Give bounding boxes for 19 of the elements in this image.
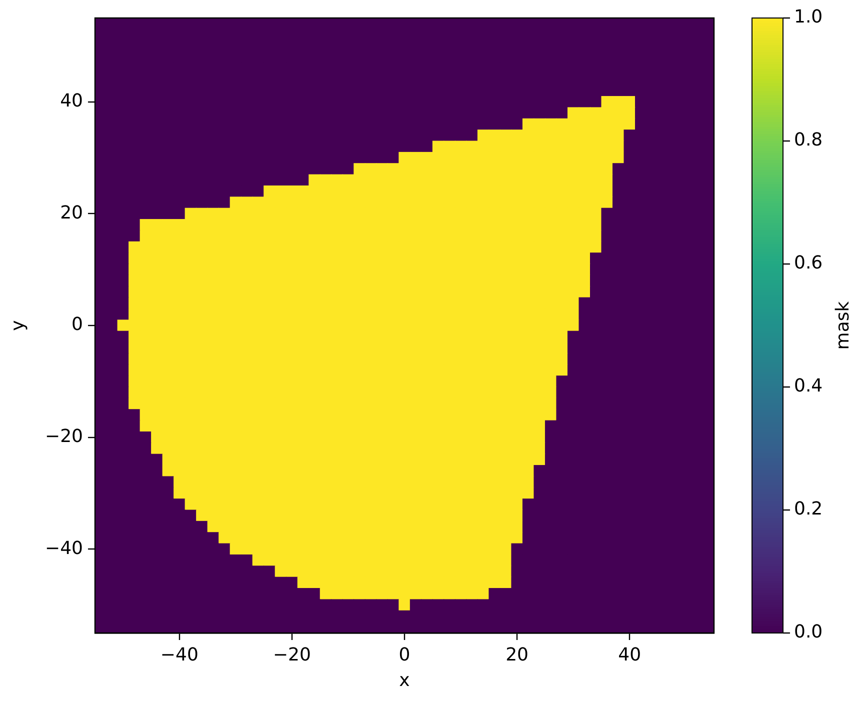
color-bar-label: 1.0 (794, 6, 823, 28)
y-tick-label: 0 (72, 314, 83, 336)
x-tick-label: 20 (506, 644, 528, 666)
y-tick-label: −20 (45, 426, 83, 447)
x-tick-label: 40 (618, 644, 642, 666)
y-tick-label: 20 (60, 202, 83, 224)
x-tick-label: 0 (398, 644, 410, 666)
color-bar-label: 0.4 (794, 376, 823, 397)
y-tick-label: 40 (60, 90, 83, 112)
y-axis-title: y (7, 320, 28, 331)
x-axis-title: x (399, 670, 410, 691)
color-bar-label: 0.2 (794, 498, 823, 520)
color-bar-title: mask (832, 300, 854, 350)
x-tick-label: −40 (160, 644, 198, 666)
x-tick-label: −20 (272, 644, 311, 666)
y-tick-label: −40 (45, 538, 83, 559)
color-bar-label: 0.0 (794, 622, 823, 643)
color-bar-label: 0.8 (794, 130, 823, 151)
color-bar-label: 0.6 (794, 252, 823, 274)
